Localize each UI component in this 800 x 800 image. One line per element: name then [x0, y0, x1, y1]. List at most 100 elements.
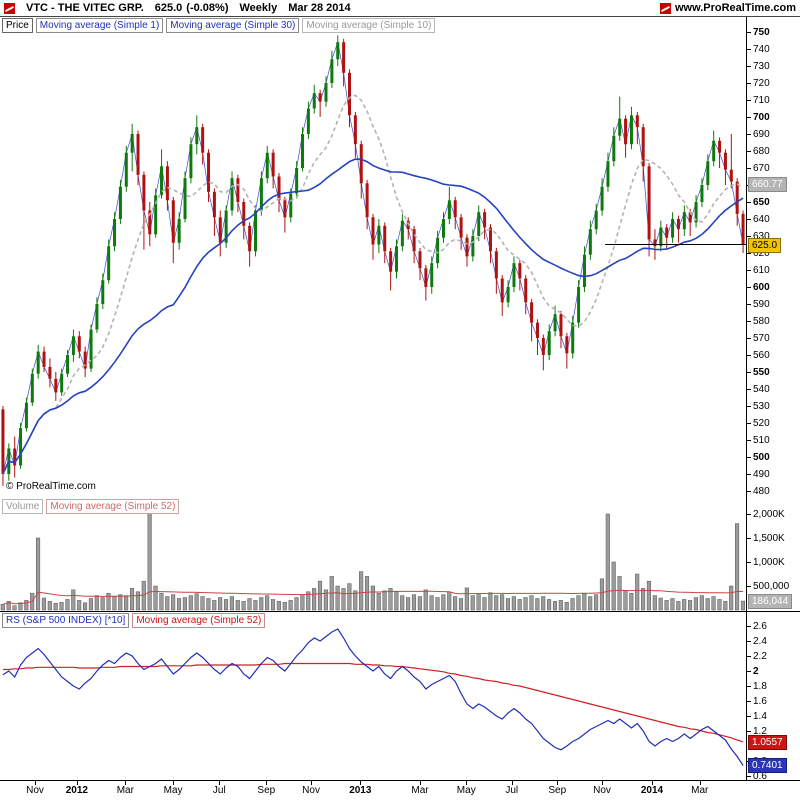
axis-tick-mark — [747, 219, 751, 220]
legend-ma-simple-30[interactable]: Moving average (Simple 30) — [166, 18, 300, 33]
volume-chart[interactable] — [0, 498, 746, 611]
time-axis-label: 2013 — [349, 785, 372, 796]
price-tick-label: 720 — [753, 78, 770, 89]
last-volume-box: 186,044 — [748, 594, 793, 610]
volume-tick-label: 500,000 — [753, 581, 790, 592]
time-tick-mark — [311, 781, 313, 785]
time-axis-label: Jul — [505, 785, 519, 796]
price-legend: Price Moving average (Simple 1) Moving a… — [2, 18, 436, 33]
legend-ma-simple-10[interactable]: Moving average (Simple 10) — [302, 18, 436, 33]
axis-tick-mark — [747, 270, 751, 271]
price-tick-label: 670 — [753, 163, 770, 174]
axis-tick-mark — [747, 440, 751, 441]
time-axis-label: 2012 — [65, 785, 88, 796]
rs-tick-label: 2.6 — [753, 621, 767, 632]
volume-tick-label: 2,000K — [753, 509, 785, 520]
legend-rs[interactable]: RS (S&P 500 INDEX) [*10] — [2, 613, 130, 628]
price-tick-label: 750 — [753, 27, 770, 38]
time-axis-label: Nov — [26, 785, 44, 796]
rs-legend: RS (S&P 500 INDEX) [*10] Moving average … — [2, 613, 266, 628]
time-tick-mark — [419, 781, 421, 785]
time-axis: Nov 2012 Mar May Jul Sep Nov 2013 Mar May Jul Sep No… — [0, 780, 800, 800]
time-tick-mark — [360, 781, 362, 785]
time-axis-label: Jul — [212, 785, 226, 796]
site-label: www.ProRealTime.com — [674, 2, 796, 14]
axis-tick-mark — [747, 32, 751, 33]
volume-legend: Volume Moving average (Simple 52) — [2, 499, 180, 514]
axis-tick-mark — [747, 423, 751, 424]
ma10-last-value-box: 660.77 — [748, 176, 787, 192]
legend-rs-ma-simple-52[interactable]: Moving average (Simple 52) — [132, 613, 266, 628]
time-tick-mark — [699, 781, 701, 785]
time-tick-mark — [652, 781, 653, 785]
time-tick-mark — [602, 781, 604, 785]
last-price: 625.0 — [154, 2, 183, 14]
price-tick-label: 600 — [753, 282, 770, 293]
time-axis-label: Nov — [302, 785, 320, 796]
prorealtime-logo-icon — [4, 2, 15, 14]
relative-strength-chart[interactable] — [0, 612, 746, 780]
price-tick-label: 680 — [753, 146, 770, 157]
time-tick-mark — [266, 781, 268, 785]
legend-price[interactable]: Price — [2, 18, 33, 33]
axis-tick-mark — [747, 168, 751, 169]
price-tick-label: 610 — [753, 265, 770, 276]
time-axis-label: 2014 — [640, 785, 664, 796]
time-axis-label: Mar — [411, 785, 429, 796]
axis-tick-mark — [747, 538, 751, 539]
volume-pane: Volume Moving average (Simple 52) 2,000K… — [0, 498, 800, 612]
price-tick-label: 700 — [753, 112, 770, 123]
axis-tick-mark — [747, 457, 751, 458]
rs-tick-label: 1.6 — [753, 696, 767, 707]
rs-tick-label: 0.6 — [753, 771, 767, 782]
axis-tick-mark — [747, 202, 751, 203]
price-tick-label: 620 — [753, 248, 770, 259]
volume-axis: 2,000K 1,500K 1,000K 500,000 186,044 — [746, 498, 800, 611]
price-tick-label: 730 — [753, 61, 770, 72]
axis-tick-mark — [747, 83, 751, 84]
timeframe-label: Weekly — [239, 2, 278, 14]
time-axis-label: Nov — [593, 785, 611, 796]
time-tick-mark — [557, 781, 559, 785]
last-price-box: 625.0 — [748, 237, 782, 253]
axis-tick-mark — [747, 701, 751, 702]
time-axis-label: May — [163, 785, 183, 796]
rs-tick-label: 1.2 — [753, 726, 767, 737]
axis-tick-mark — [747, 338, 751, 339]
rs-tick-label: 2.4 — [753, 636, 767, 647]
time-tick-mark — [125, 781, 127, 785]
time-axis-label: May — [456, 785, 476, 796]
legend-volume-ma-simple-52[interactable]: Moving average (Simple 52) — [46, 499, 180, 514]
price-tick-label: 560 — [753, 350, 770, 361]
price-tick-label: 570 — [753, 333, 770, 344]
rs-tick-label: 2 — [753, 666, 759, 677]
price-chart[interactable] — [0, 17, 746, 498]
axis-tick-mark — [747, 656, 751, 657]
axis-tick-mark — [747, 287, 751, 288]
volume-tick-label: 1,500K — [753, 533, 785, 544]
legend-ma-simple-1[interactable]: Moving average (Simple 1) — [35, 18, 164, 33]
time-axis-label: Sep — [548, 785, 567, 796]
axis-tick-mark — [747, 355, 751, 356]
axis-tick-mark — [747, 491, 751, 492]
axis-tick-mark — [747, 716, 751, 717]
axis-tick-mark — [747, 562, 751, 563]
price-tick-label: 740 — [753, 44, 770, 55]
axis-tick-mark — [747, 389, 751, 390]
axis-tick-mark — [747, 776, 751, 777]
rs-last-value-box: 0.7401 — [748, 758, 787, 774]
time-axis-label: Mar — [691, 785, 709, 796]
time-tick-mark — [219, 781, 221, 785]
price-tick-label: 490 — [753, 469, 770, 480]
price-change: (-0.08%) — [186, 2, 229, 14]
price-tick-label: 710 — [753, 95, 770, 106]
price-tick-label: 640 — [753, 214, 770, 225]
instrument-title: VTC - THE VITEC GRP. — [26, 2, 144, 14]
price-tick-label: 590 — [753, 299, 770, 310]
rs-tick-label: 2.2 — [753, 651, 767, 662]
legend-volume[interactable]: Volume — [2, 499, 44, 514]
axis-tick-mark — [747, 372, 751, 373]
price-tick-label: 690 — [753, 129, 770, 140]
